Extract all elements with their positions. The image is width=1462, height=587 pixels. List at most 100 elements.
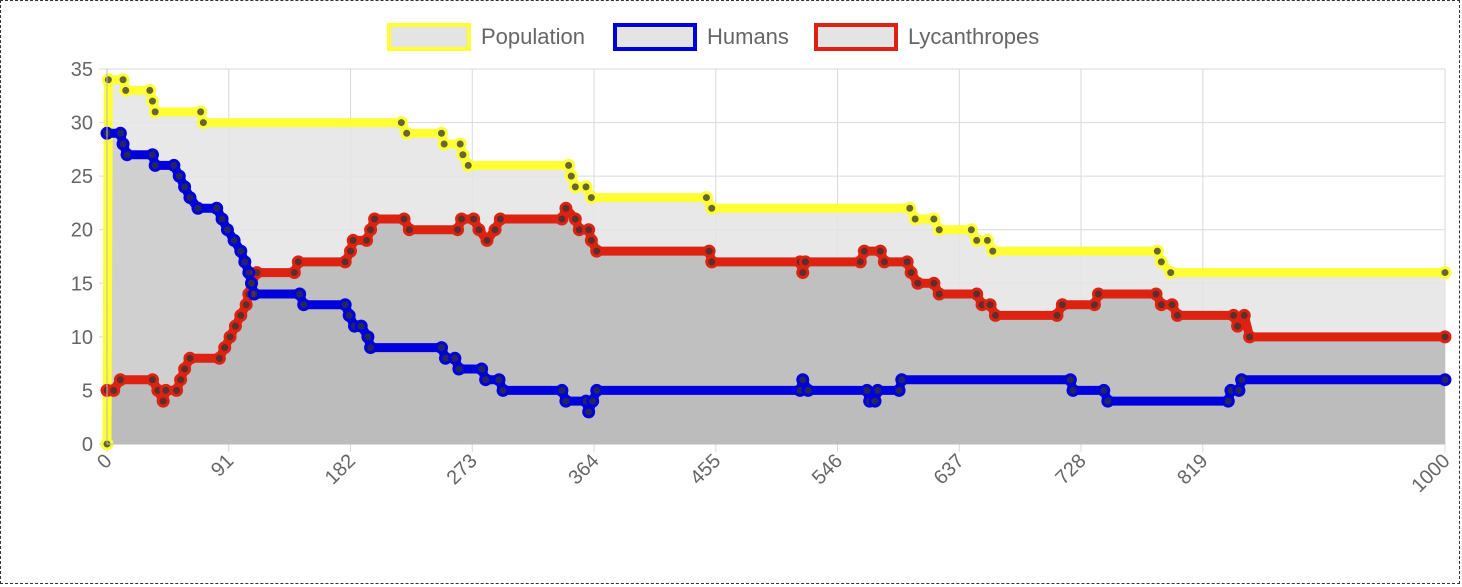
data-point-population[interactable] xyxy=(568,180,582,194)
data-point-lycanthropes[interactable] xyxy=(212,351,226,365)
data-point-humans[interactable] xyxy=(220,223,234,237)
data-point-population[interactable] xyxy=(705,201,719,215)
data-point-lycanthropes[interactable] xyxy=(239,298,253,312)
data-point-population[interactable] xyxy=(1150,244,1164,258)
data-point-population[interactable] xyxy=(400,126,414,140)
data-point-lycanthropes[interactable] xyxy=(555,212,569,226)
data-point-population[interactable] xyxy=(456,148,470,162)
data-point-population[interactable] xyxy=(579,180,593,194)
data-point-lycanthropes[interactable] xyxy=(1149,287,1163,301)
data-point-lycanthropes[interactable] xyxy=(904,266,918,280)
data-point-population[interactable] xyxy=(194,105,208,119)
data-point-lycanthropes[interactable] xyxy=(582,223,596,237)
data-point-population[interactable] xyxy=(196,116,210,130)
data-point-lycanthropes[interactable] xyxy=(1438,330,1452,344)
data-point-lycanthropes[interactable] xyxy=(344,244,358,258)
data-point-population[interactable] xyxy=(562,158,576,172)
data-point-humans[interactable] xyxy=(582,405,596,419)
data-point-lycanthropes[interactable] xyxy=(702,244,716,258)
data-point-lycanthropes[interactable] xyxy=(911,276,925,290)
data-point-lycanthropes[interactable] xyxy=(156,394,170,408)
data-point-lycanthropes[interactable] xyxy=(455,212,469,226)
data-point-humans[interactable] xyxy=(183,191,197,205)
data-point-humans[interactable] xyxy=(871,383,885,397)
data-point-lycanthropes[interactable] xyxy=(145,373,159,387)
data-point-lycanthropes[interactable] xyxy=(178,362,192,376)
data-point-humans[interactable] xyxy=(1438,373,1452,387)
data-point-lycanthropes[interactable] xyxy=(1154,298,1168,312)
data-point-humans[interactable] xyxy=(496,383,510,397)
data-point-humans[interactable] xyxy=(234,244,248,258)
data-point-lycanthropes[interactable] xyxy=(159,383,173,397)
data-point-lycanthropes[interactable] xyxy=(397,212,411,226)
data-point-lycanthropes[interactable] xyxy=(183,351,197,365)
data-point-humans[interactable] xyxy=(227,233,241,247)
data-point-lycanthropes[interactable] xyxy=(1243,330,1257,344)
data-point-population[interactable] xyxy=(927,212,941,226)
data-point-population[interactable] xyxy=(116,73,130,87)
data-point-humans[interactable] xyxy=(1101,394,1115,408)
data-point-humans[interactable] xyxy=(210,201,224,215)
data-point-humans[interactable] xyxy=(338,298,352,312)
data-point-humans[interactable] xyxy=(892,383,906,397)
data-point-lycanthropes[interactable] xyxy=(223,330,237,344)
data-point-lycanthropes[interactable] xyxy=(590,244,604,258)
data-point-lycanthropes[interactable] xyxy=(1165,298,1179,312)
data-point-lycanthropes[interactable] xyxy=(1087,298,1101,312)
data-point-humans[interactable] xyxy=(492,373,506,387)
data-point-lycanthropes[interactable] xyxy=(853,255,867,269)
data-point-humans[interactable] xyxy=(801,383,815,397)
data-point-humans[interactable] xyxy=(364,341,378,355)
data-point-population[interactable] xyxy=(1438,266,1452,280)
data-point-lycanthropes[interactable] xyxy=(1227,308,1241,322)
data-point-humans[interactable] xyxy=(559,394,573,408)
data-point-population[interactable] xyxy=(148,105,162,119)
data-point-lycanthropes[interactable] xyxy=(228,319,242,333)
data-point-lycanthropes[interactable] xyxy=(584,233,598,247)
data-point-lycanthropes[interactable] xyxy=(480,233,494,247)
data-point-lycanthropes[interactable] xyxy=(467,212,481,226)
data-point-lycanthropes[interactable] xyxy=(900,255,914,269)
data-point-humans[interactable] xyxy=(796,373,810,387)
data-point-humans[interactable] xyxy=(116,137,130,151)
data-point-humans[interactable] xyxy=(435,341,448,355)
data-point-humans[interactable] xyxy=(555,383,569,397)
data-point-humans[interactable] xyxy=(113,126,127,140)
data-point-lycanthropes[interactable] xyxy=(174,373,188,387)
data-point-lycanthropes[interactable] xyxy=(1170,308,1184,322)
data-point-population[interactable] xyxy=(119,83,133,97)
data-point-lycanthropes[interactable] xyxy=(338,255,352,269)
data-point-humans[interactable] xyxy=(860,383,874,397)
data-point-population[interactable] xyxy=(143,83,157,97)
data-point-lycanthropes[interactable] xyxy=(1055,298,1069,312)
data-point-humans[interactable] xyxy=(1235,373,1249,387)
data-point-humans[interactable] xyxy=(895,373,909,387)
data-point-lycanthropes[interactable] xyxy=(402,223,416,237)
data-point-humans[interactable] xyxy=(242,266,256,280)
data-point-humans[interactable] xyxy=(1232,383,1246,397)
data-point-humans[interactable] xyxy=(215,212,229,226)
data-point-lycanthropes[interactable] xyxy=(1091,287,1105,301)
data-point-lycanthropes[interactable] xyxy=(472,223,486,237)
data-point-population[interactable] xyxy=(435,126,448,140)
legend-item-population[interactable]: Population xyxy=(387,23,585,51)
data-point-humans[interactable] xyxy=(361,330,375,344)
data-point-population[interactable] xyxy=(908,212,922,226)
data-point-lycanthropes[interactable] xyxy=(1237,308,1251,322)
data-point-humans[interactable] xyxy=(247,287,261,301)
data-point-lycanthropes[interactable] xyxy=(927,276,941,290)
data-point-lycanthropes[interactable] xyxy=(559,201,573,215)
data-point-humans[interactable] xyxy=(1221,394,1235,408)
data-point-lycanthropes[interactable] xyxy=(970,287,984,301)
data-point-humans[interactable] xyxy=(148,158,162,172)
data-point-population[interactable] xyxy=(564,169,578,183)
data-point-humans[interactable] xyxy=(452,362,466,376)
data-point-humans[interactable] xyxy=(297,298,311,312)
data-point-lycanthropes[interactable] xyxy=(873,244,887,258)
data-point-lycanthropes[interactable] xyxy=(234,308,248,322)
data-point-humans[interactable] xyxy=(448,351,462,365)
data-point-population[interactable] xyxy=(145,94,159,108)
data-point-population[interactable] xyxy=(394,116,408,130)
data-point-lycanthropes[interactable] xyxy=(1050,308,1064,322)
data-point-population[interactable] xyxy=(964,223,978,237)
